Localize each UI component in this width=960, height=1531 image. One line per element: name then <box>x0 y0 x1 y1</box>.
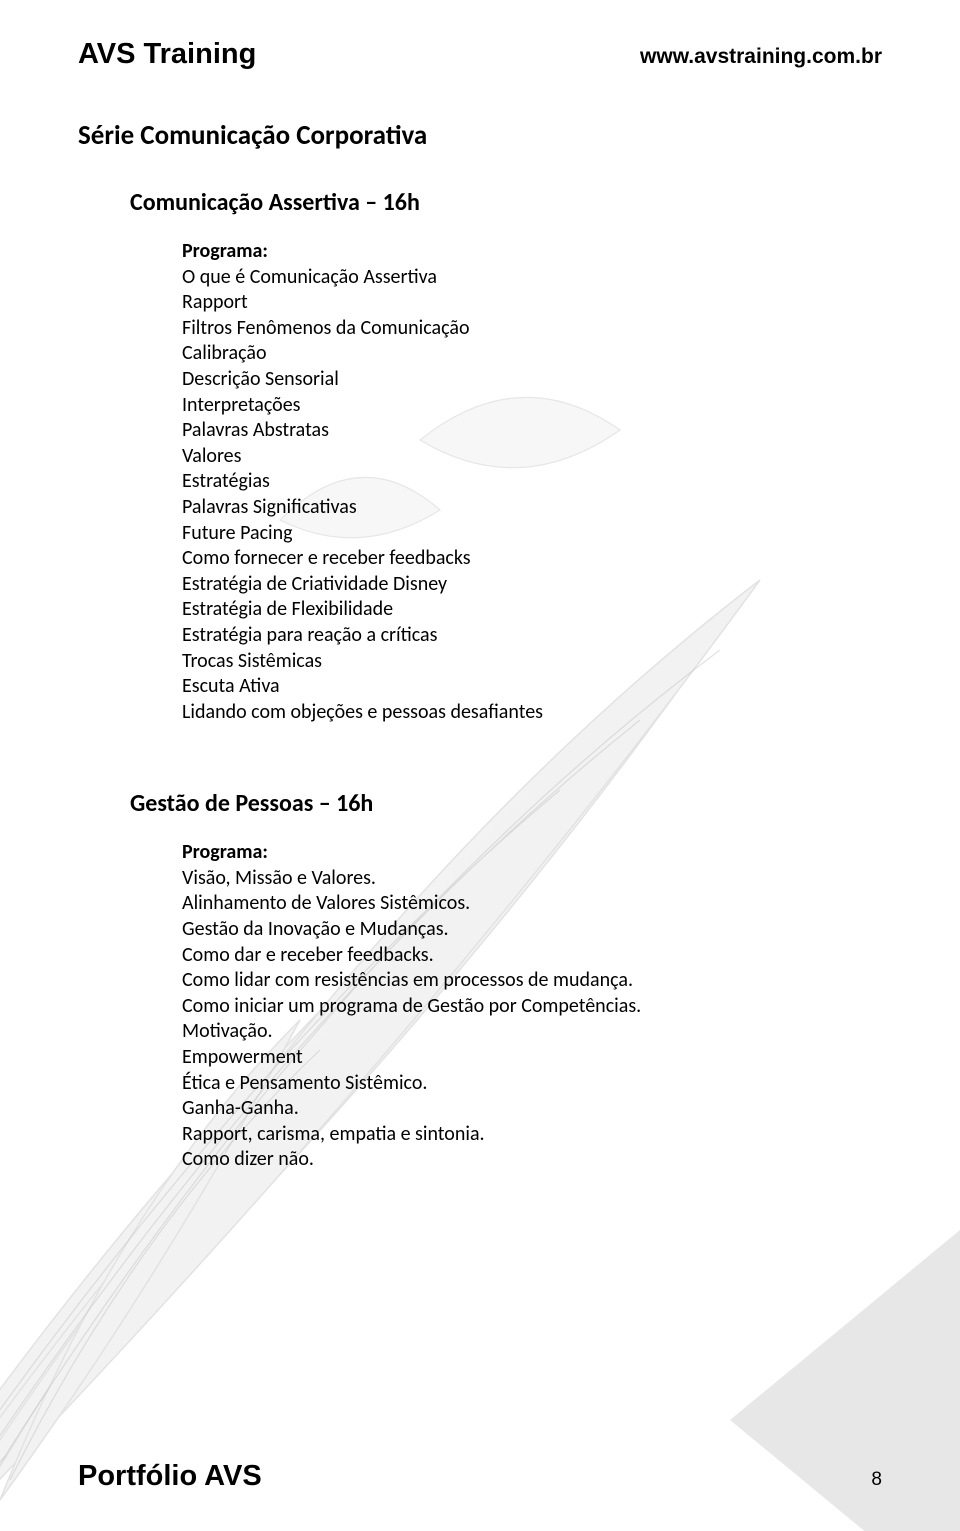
course2-program: Programa: Visão, Missão e Valores. Alinh… <box>130 840 882 1173</box>
program-line: Rapport, carisma, empatia e sintonia. <box>182 1122 882 1148</box>
course-section-1: Comunicação Assertiva – 16h Programa: O … <box>78 188 882 725</box>
program-line: Motivação. <box>182 1019 882 1045</box>
course-section-2: Gestão de Pessoas – 16h Programa: Visão,… <box>78 789 882 1173</box>
site-url: www.avstraining.com.br <box>640 45 882 69</box>
program-line: Empowerment <box>182 1045 882 1071</box>
page-number: 8 <box>871 1469 882 1491</box>
footer-title: Portfólio AVS <box>78 1460 262 1493</box>
program-label: Programa: <box>182 840 882 866</box>
program-line: Ganha-Ganha. <box>182 1096 882 1122</box>
course2-title: Gestão de Pessoas – 16h <box>130 789 882 818</box>
program-line: Valores <box>182 444 882 470</box>
course1-program: Programa: O que é Comunicação Assertiva … <box>130 239 882 725</box>
program-line: Gestão da Inovação e Mudanças. <box>182 917 882 943</box>
program-line: Estratégia de Criatividade Disney <box>182 572 882 598</box>
program-line: Palavras Significativas <box>182 495 882 521</box>
program-line: Estratégia para reação a críticas <box>182 623 882 649</box>
program-label: Programa: <box>182 239 882 265</box>
program-line: Visão, Missão e Valores. <box>182 866 882 892</box>
program-line: Descrição Sensorial <box>182 367 882 393</box>
program-line: Como fornecer e receber feedbacks <box>182 546 882 572</box>
page-container: AVS Training www.avstraining.com.br Séri… <box>0 0 960 1531</box>
program-line: Trocas Sistêmicas <box>182 649 882 675</box>
page-footer: Portfólio AVS 8 <box>78 1460 882 1493</box>
program-line: Future Pacing <box>182 521 882 547</box>
program-line: Palavras Abstratas <box>182 418 882 444</box>
program-line: Calibração <box>182 341 882 367</box>
brand-title: AVS Training <box>78 38 256 71</box>
course1-title: Comunicação Assertiva – 16h <box>130 188 882 217</box>
program-line: Interpretações <box>182 393 882 419</box>
program-line: Como lidar com resistências em processos… <box>182 968 882 994</box>
program-line: Estratégias <box>182 469 882 495</box>
program-line: O que é Comunicação Assertiva <box>182 265 882 291</box>
series-title: Série Comunicação Corporativa <box>78 119 882 152</box>
program-line: Estratégia de Flexibilidade <box>182 597 882 623</box>
program-line: Escuta Ativa <box>182 674 882 700</box>
program-line: Como iniciar um programa de Gestão por C… <box>182 994 882 1020</box>
program-line: Lidando com objeções e pessoas desafiant… <box>182 700 882 726</box>
program-line: Como dizer não. <box>182 1147 882 1173</box>
program-line: Alinhamento de Valores Sistêmicos. <box>182 891 882 917</box>
program-line: Filtros Fenômenos da Comunicação <box>182 316 882 342</box>
program-line: Ética e Pensamento Sistêmico. <box>182 1071 882 1097</box>
page-header: AVS Training www.avstraining.com.br <box>78 38 882 71</box>
program-line: Rapport <box>182 290 882 316</box>
program-line: Como dar e receber feedbacks. <box>182 943 882 969</box>
